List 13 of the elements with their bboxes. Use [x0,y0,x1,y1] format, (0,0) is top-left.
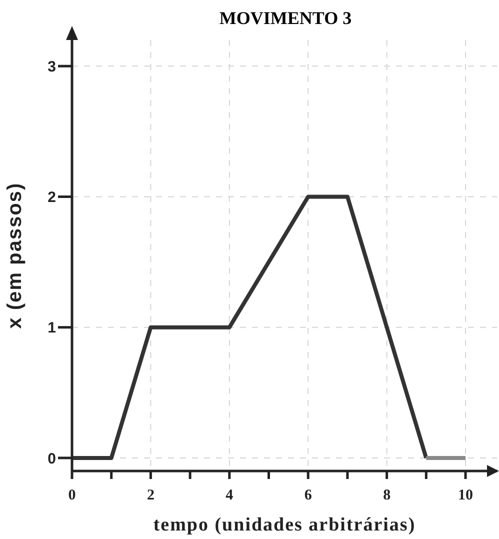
y-tick-label: 0 [48,450,56,468]
y-tick-label: 3 [48,58,56,76]
y-axis-title: x (em passos) [4,182,26,329]
chart-title: MOVIMENTO 3 [218,8,353,29]
y-tick-label: 1 [48,320,56,337]
y-tick-label: 2 [48,189,56,206]
x-tick-label: 10 [458,488,474,504]
x-tick-label: 8 [383,488,391,504]
x-tick-label: 4 [226,488,234,504]
x-tick-label: 2 [146,488,154,504]
x-tick-label: 0 [68,488,76,504]
x-axis-title: tempo (unidades arbitrárias) [153,514,416,536]
x-tick-label: 6 [304,488,312,504]
